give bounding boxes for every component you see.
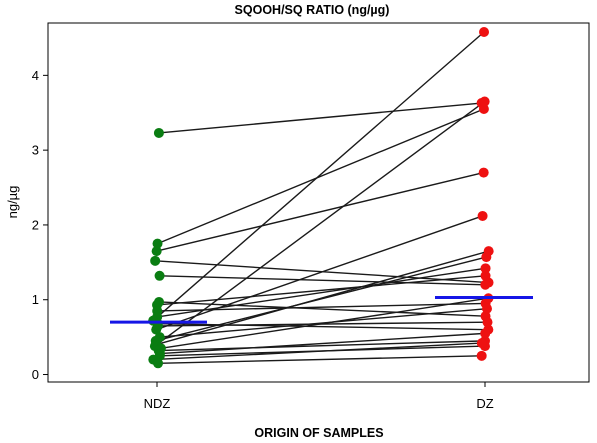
y-tick-label: 3: [32, 143, 39, 158]
ndz-point: [150, 255, 161, 266]
ndz-point: [151, 324, 162, 335]
x-tick-label: NDZ: [144, 396, 171, 411]
dz-point: [482, 317, 493, 328]
pair-line: [157, 108, 485, 245]
y-axis: 0 1 2 3 4: [32, 68, 48, 382]
pair-lines: [152, 31, 489, 365]
y-axis-label: ng/µg: [5, 186, 20, 219]
pair-line: [159, 275, 486, 286]
y-tick-label: 1: [32, 292, 39, 307]
y-tick-label: 2: [32, 217, 39, 232]
pair-line: [158, 355, 482, 365]
dz-point: [478, 167, 489, 178]
x-axis-label: ORIGIN OF SAMPLES: [254, 426, 383, 440]
y-tick-label: 4: [32, 68, 39, 83]
dz-point: [477, 210, 488, 221]
chart-title: SQOOH/SQ RATIO (ng/µg): [235, 3, 390, 17]
pair-line: [152, 31, 485, 322]
pair-line: [156, 275, 486, 306]
dz-point: [476, 350, 487, 361]
pair-line: [153, 342, 482, 361]
ndz-point: [154, 270, 165, 281]
ndz-points: [148, 127, 166, 369]
pair-line: [160, 297, 489, 350]
ndz-point: [153, 127, 164, 138]
dz-point: [476, 338, 487, 349]
dz-point: [480, 270, 491, 281]
dz-point: [479, 26, 490, 37]
y-tick-label: 0: [32, 367, 39, 382]
pair-line: [158, 102, 482, 134]
ndz-point: [152, 238, 163, 249]
pair-line: [156, 250, 489, 346]
ndz-point: [151, 246, 162, 257]
dz-point: [480, 279, 491, 290]
dz-point: [478, 104, 489, 115]
x-axis: NDZ DZ: [144, 382, 494, 411]
ndz-point: [153, 358, 164, 369]
dz-points: [476, 26, 494, 361]
plot-frame: [47, 22, 590, 383]
pair-line: [159, 332, 486, 355]
dz-point: [483, 246, 494, 257]
pair-line: [156, 171, 484, 252]
pair-line: [155, 215, 483, 331]
pair-line: [154, 100, 486, 347]
dz-point: [479, 96, 490, 107]
median-lines: [110, 295, 533, 324]
dz-point: [481, 303, 492, 314]
dz-point: [480, 263, 491, 274]
x-tick-label: DZ: [476, 396, 493, 411]
pair-line: [157, 267, 486, 318]
dz-point: [480, 328, 491, 339]
pair-line: [158, 340, 486, 352]
